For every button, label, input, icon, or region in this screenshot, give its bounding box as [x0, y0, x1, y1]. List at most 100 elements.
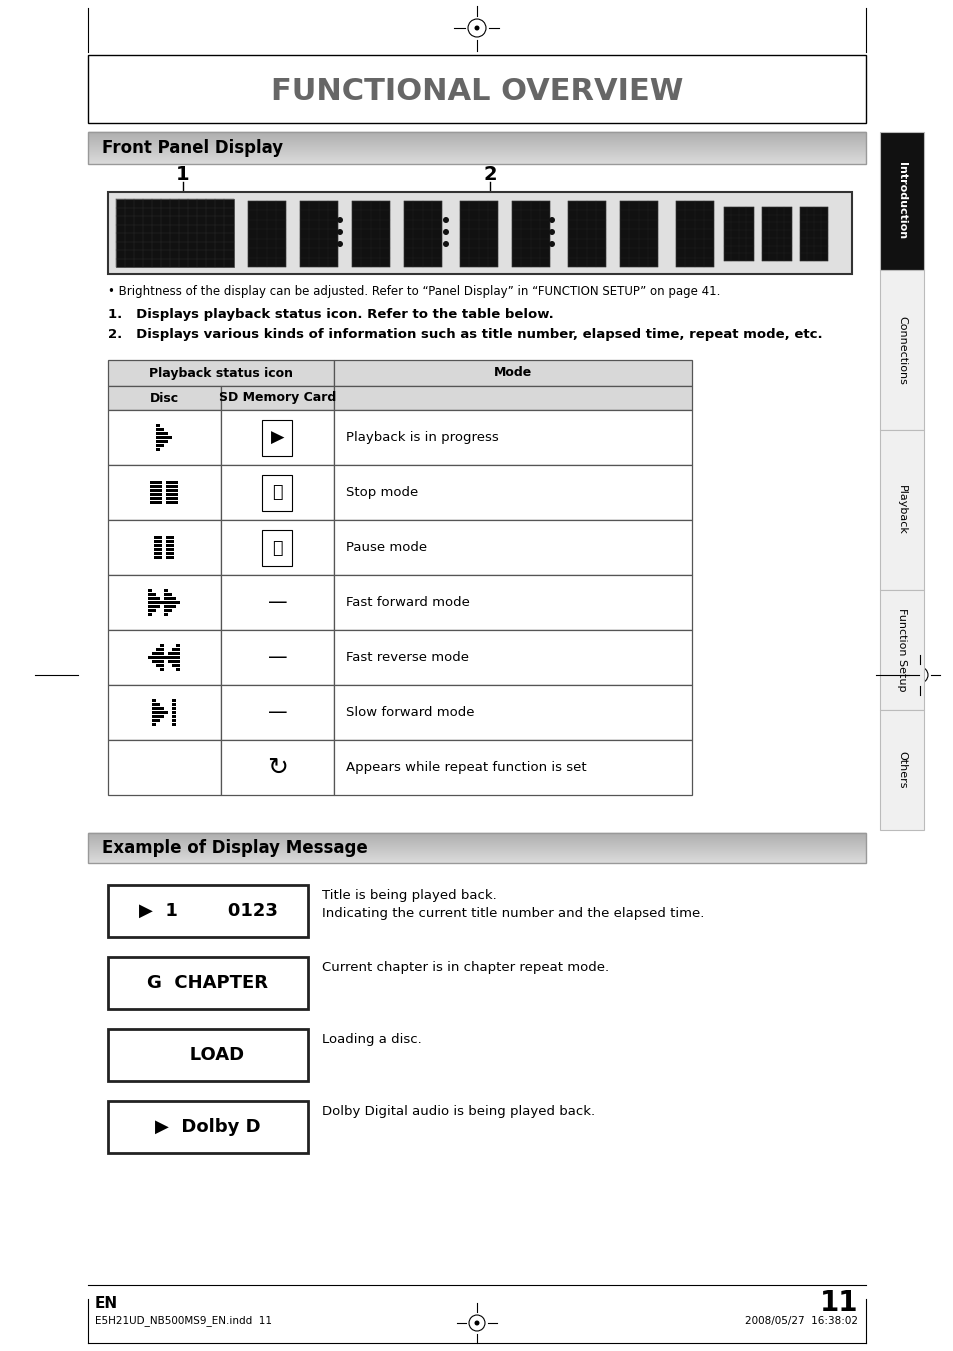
Bar — [156, 663, 160, 667]
Bar — [169, 655, 172, 659]
Bar — [171, 535, 173, 539]
Bar — [160, 663, 164, 667]
Bar — [174, 493, 178, 496]
Bar — [160, 711, 164, 713]
Bar — [169, 600, 172, 604]
Bar — [169, 597, 172, 600]
Bar — [152, 604, 156, 608]
Bar — [169, 659, 172, 663]
Bar — [164, 593, 168, 596]
Bar — [151, 497, 153, 500]
Text: LOAD: LOAD — [172, 1046, 244, 1065]
Text: • Brightness of the display can be adjusted. Refer to “Panel Display” in “FUNCTI: • Brightness of the display can be adjus… — [108, 285, 720, 299]
Bar — [152, 698, 156, 703]
Bar — [164, 439, 168, 443]
Bar — [108, 885, 308, 938]
Text: 1: 1 — [176, 165, 190, 184]
Bar — [171, 497, 173, 500]
Bar — [167, 481, 170, 484]
Bar — [108, 630, 221, 685]
Bar — [167, 535, 170, 539]
Bar — [174, 500, 178, 504]
Bar — [108, 359, 334, 386]
Bar — [160, 431, 164, 435]
Text: Loading a disc.: Loading a disc. — [322, 1032, 421, 1046]
Bar — [176, 663, 180, 667]
Circle shape — [442, 240, 449, 247]
Text: Title is being played back.: Title is being played back. — [322, 889, 497, 901]
Bar — [352, 201, 390, 267]
Bar — [221, 409, 334, 465]
Text: ▶: ▶ — [271, 428, 284, 446]
Bar — [156, 597, 160, 600]
Circle shape — [917, 673, 922, 677]
Bar — [176, 667, 180, 671]
Bar — [152, 600, 156, 604]
Bar — [154, 551, 158, 555]
Bar — [167, 489, 170, 492]
Bar — [164, 597, 168, 600]
Bar — [176, 643, 180, 647]
Bar — [761, 207, 791, 261]
Bar — [158, 497, 162, 500]
Bar — [149, 589, 152, 592]
Text: 1.   Displays playback status icon. Refer to the table below.: 1. Displays playback status icon. Refer … — [108, 308, 553, 322]
Bar — [262, 420, 293, 455]
Text: Pause mode: Pause mode — [346, 540, 427, 554]
Bar — [160, 427, 164, 431]
Bar — [88, 132, 865, 163]
Bar — [158, 539, 162, 543]
Bar — [164, 612, 168, 616]
Bar — [334, 520, 691, 576]
Bar — [88, 55, 865, 123]
Bar — [167, 493, 170, 496]
Bar — [149, 597, 152, 600]
Bar — [108, 465, 221, 520]
Bar — [169, 604, 172, 608]
Bar — [156, 703, 160, 707]
Bar — [334, 740, 691, 794]
Text: Current chapter is in chapter repeat mode.: Current chapter is in chapter repeat mod… — [322, 961, 608, 974]
Bar — [116, 199, 233, 267]
Text: —: — — [268, 703, 287, 721]
Bar — [154, 489, 158, 492]
Bar — [459, 201, 497, 267]
Bar — [879, 270, 923, 430]
Bar — [154, 497, 158, 500]
Bar — [172, 698, 175, 703]
Bar — [879, 711, 923, 830]
Bar — [172, 600, 175, 604]
Text: Playback is in progress: Playback is in progress — [346, 431, 498, 444]
Bar — [512, 201, 550, 267]
Bar — [334, 630, 691, 685]
Text: 11: 11 — [819, 1289, 857, 1317]
Text: Fast reverse mode: Fast reverse mode — [346, 651, 469, 663]
Bar — [171, 543, 173, 547]
Bar — [171, 493, 173, 496]
Text: Introduction: Introduction — [896, 162, 906, 239]
Bar — [149, 655, 152, 659]
Text: —: — — [268, 593, 287, 612]
Text: ▶  Dolby D: ▶ Dolby D — [155, 1119, 260, 1136]
Bar — [334, 409, 691, 465]
Bar — [108, 409, 221, 465]
Bar — [248, 201, 286, 267]
Bar — [154, 485, 158, 488]
Bar — [108, 192, 851, 274]
Bar — [169, 651, 172, 655]
Circle shape — [548, 218, 555, 223]
Bar — [164, 431, 168, 435]
Bar — [172, 707, 175, 711]
Bar — [172, 723, 175, 725]
Bar — [158, 500, 162, 504]
Bar — [169, 608, 172, 612]
Bar — [171, 485, 173, 488]
Bar — [160, 600, 164, 604]
Text: Connections: Connections — [896, 316, 906, 385]
Circle shape — [442, 230, 449, 235]
Bar — [567, 201, 605, 267]
Bar — [334, 465, 691, 520]
Text: Fast forward mode: Fast forward mode — [346, 596, 470, 609]
Bar — [108, 1029, 308, 1081]
Text: Others: Others — [896, 751, 906, 789]
